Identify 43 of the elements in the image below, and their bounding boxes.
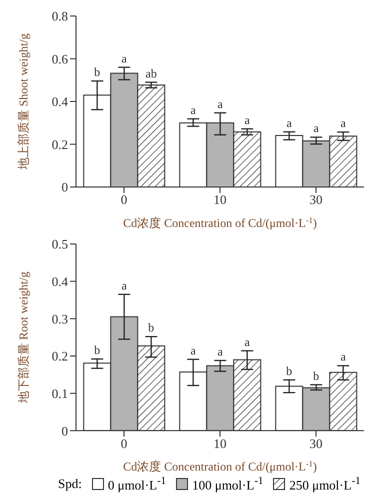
x-tick-label: 30: [310, 192, 322, 208]
y-tick-label: 0.2: [52, 136, 68, 152]
data-label: b: [286, 364, 292, 378]
y-tick-label: 0.8: [52, 8, 68, 24]
y-tick-label: 0.4: [52, 94, 68, 110]
y-tick-label: 0.1: [52, 386, 68, 401]
x-tick-label: 0: [120, 436, 128, 451]
data-label: a: [314, 121, 320, 136]
data-label: a: [244, 334, 251, 349]
x-tick-label: 10: [214, 192, 226, 208]
legend-title: Spd:: [58, 476, 82, 492]
y-tick-label: 0.5: [52, 236, 68, 252]
data-label: a: [340, 350, 347, 364]
data-label: b: [94, 342, 100, 357]
y-tick-label: 0.3: [52, 311, 68, 326]
data-label: a: [218, 96, 224, 111]
data-label: b: [313, 368, 320, 383]
data-label: ab: [146, 66, 157, 80]
x-axis-title: Cd浓度 Concentration of Cd/(μmol·L$^{-1}$): [123, 216, 317, 230]
data-label: a: [244, 112, 251, 127]
x-axis-title: Cd浓度 Concentration of Cd/(μmol·L$^{-1}$): [123, 459, 317, 474]
legend-label: 100 μmol·L$^{-1}$: [192, 474, 264, 493]
y-tick-label: 0: [62, 423, 68, 438]
legend-label: 0 μmol·L$^{-1}$: [108, 474, 166, 493]
x-tick-label: 10: [214, 436, 226, 451]
y-axis-title: 地下部质量 Root weight/g: [16, 272, 30, 404]
y-tick-label: 0.4: [52, 274, 68, 289]
data-label: b: [94, 64, 100, 79]
data-label: a: [122, 51, 128, 66]
legend-label: 250 μmol·L$^{-1}$: [289, 474, 361, 493]
x-tick-label: 0: [120, 192, 128, 208]
data-label: a: [286, 116, 293, 130]
data-label: a: [190, 102, 197, 117]
y-tick-label: 0: [62, 180, 68, 195]
data-label: a: [340, 116, 347, 130]
y-tick-label: 0.6: [52, 51, 68, 66]
data-label: a: [122, 278, 128, 292]
y-tick-label: 0.2: [52, 348, 68, 364]
data-label: a: [190, 343, 197, 358]
data-label: a: [218, 344, 224, 358]
data-label: b: [148, 320, 154, 335]
x-tick-label: 30: [310, 436, 322, 451]
y-axis-title: 地上部质量 Shoot weight/g: [16, 33, 30, 171]
